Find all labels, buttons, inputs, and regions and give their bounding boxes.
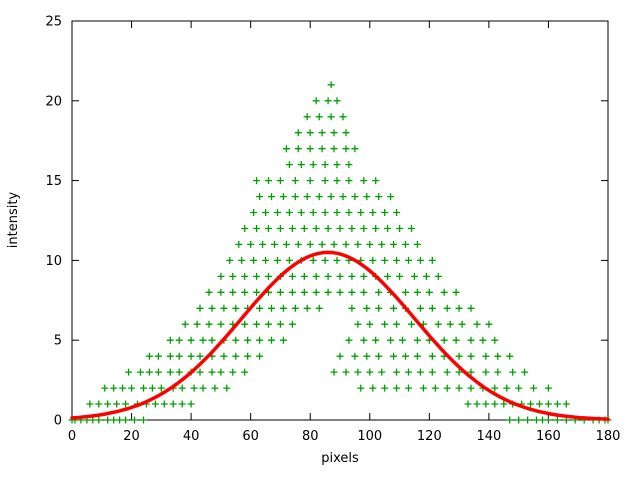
x-axis-title: pixels xyxy=(321,451,359,466)
x-tick-label: 60 xyxy=(242,429,259,444)
x-tick-label: 80 xyxy=(302,429,319,444)
x-tick-label: 20 xyxy=(123,429,140,444)
x-tick-label: 180 xyxy=(596,429,621,444)
y-tick-label: 20 xyxy=(45,94,62,109)
x-tick-label: 120 xyxy=(417,429,442,444)
y-tick-label: 0 xyxy=(54,414,62,429)
y-tick-label: 15 xyxy=(45,174,62,189)
y-axis-title: intensity xyxy=(6,192,21,249)
y-tick-label: 5 xyxy=(54,334,62,349)
x-tick-label: 100 xyxy=(357,429,382,444)
x-tick-label: 0 xyxy=(68,429,76,444)
plot-border xyxy=(71,20,609,421)
x-tick-label: 140 xyxy=(476,429,501,444)
x-tick-label: 40 xyxy=(183,429,200,444)
gaussian-fit-curve xyxy=(70,250,610,421)
y-tick-label: 10 xyxy=(45,254,62,269)
plot-layer: 0 20 40 60 80 100 120 140 160 180 0 5 10 15 20 25 xyxy=(45,15,620,445)
x-tick-label: 160 xyxy=(536,429,561,444)
y-tick-label: 25 xyxy=(45,15,62,30)
